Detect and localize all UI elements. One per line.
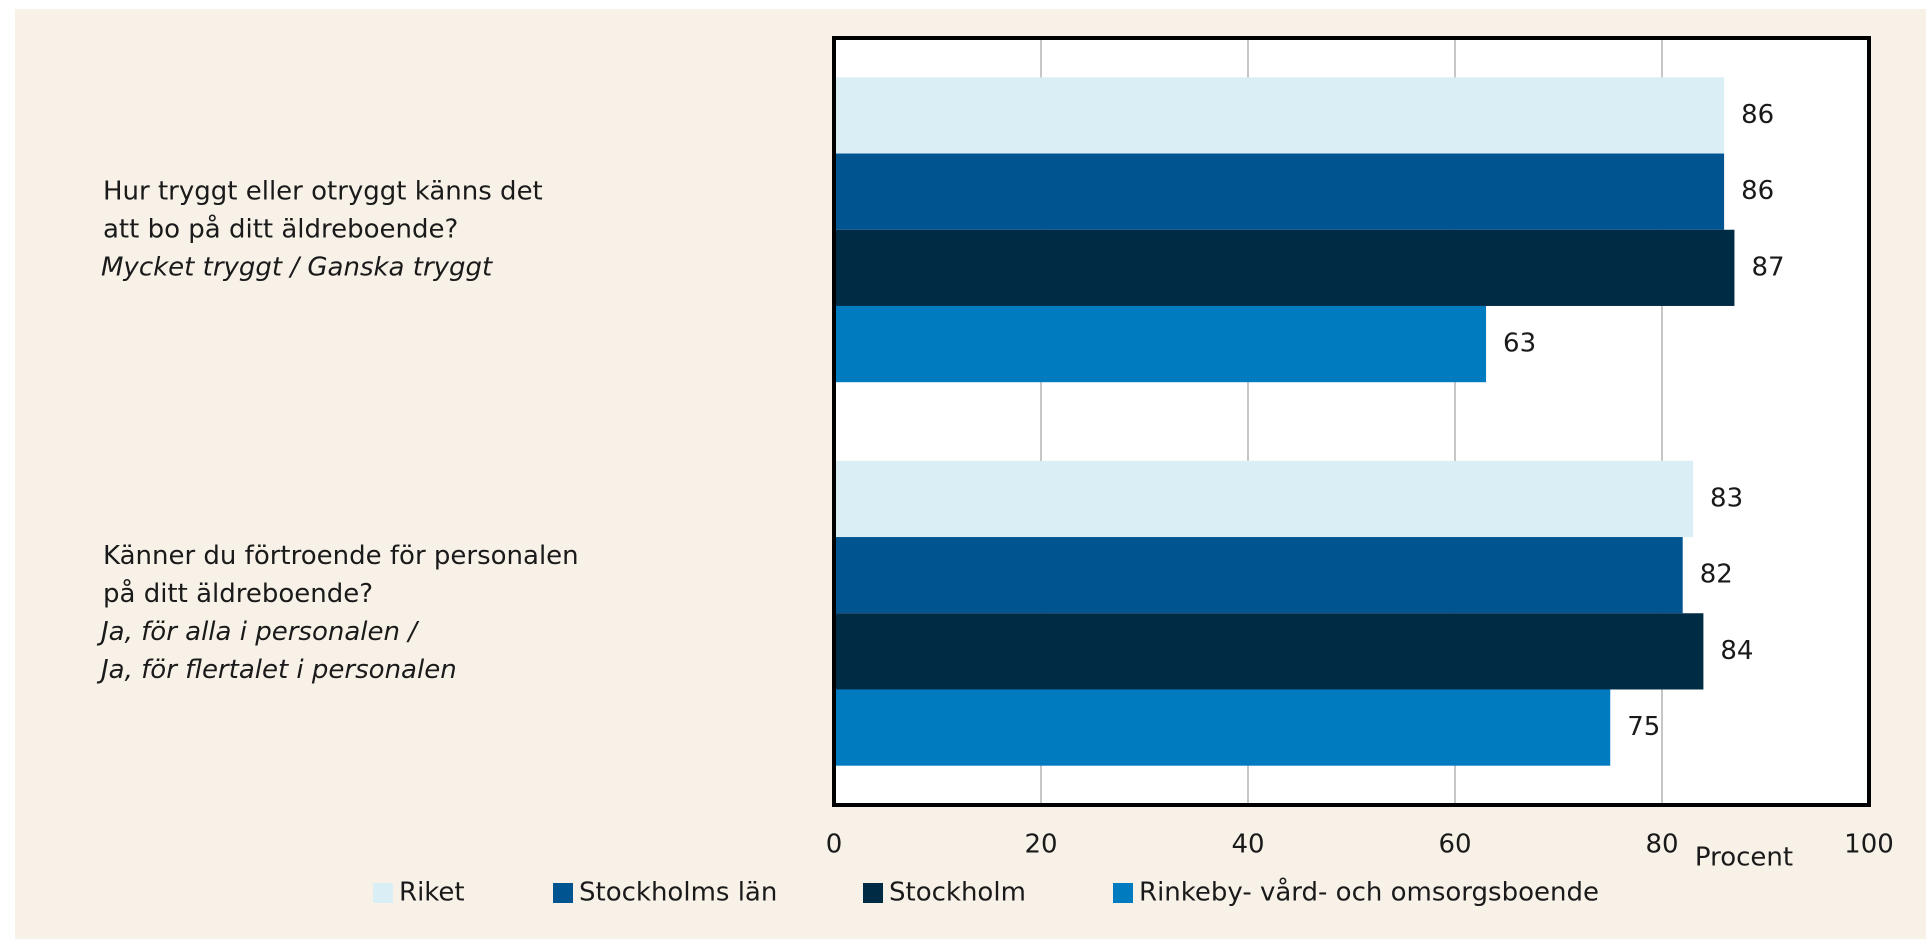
legend-swatch [373,883,393,903]
data-label: 82 [1700,560,1733,590]
x-tick-label: 20 [1024,830,1057,860]
legend-label: Stockholms län [579,878,777,908]
bar [834,689,1611,766]
data-label: 83 [1710,483,1743,513]
legend-label: Rinkeby- vård- och omsorgsboende [1139,877,1599,908]
x-axis-label: Procent [1695,843,1793,873]
plot-frame [832,36,1871,807]
category-label: Känner du förtroende för personalen [103,541,579,571]
bar [834,229,1735,306]
category-note: Ja, för flertalet i personalen [96,655,457,685]
bar [834,77,1725,154]
x-tick-label: 60 [1438,830,1471,860]
data-label: 86 [1741,176,1774,206]
bar [834,305,1487,383]
category-note: Ja, för alla i personalen / [96,617,420,647]
data-label: 84 [1720,636,1753,666]
category-label: Hur tryggt eller otryggt känns det [103,176,543,206]
category-label: på ditt äldreboende? [103,578,373,609]
bar [834,153,1725,230]
x-tick-label: 100 [1844,830,1894,860]
category-label: att bo på ditt äldreboende? [103,213,458,244]
data-label: 75 [1627,712,1660,742]
legend-label: Stockholm [889,878,1026,908]
legend-swatch [863,883,883,903]
x-tick-label: 0 [826,830,843,860]
bar [834,613,1704,690]
data-label: 63 [1503,329,1536,359]
legend-label: Riket [399,878,465,908]
legend-swatch [553,883,573,903]
data-label: 87 [1751,252,1784,282]
x-tick-label: 40 [1231,830,1264,860]
bar [834,537,1683,614]
bar [834,460,1694,538]
category-note: Mycket tryggt / Ganska tryggt [101,252,493,282]
legend-swatch [1113,883,1133,903]
x-tick-label: 80 [1645,830,1678,860]
data-label: 86 [1741,100,1774,130]
